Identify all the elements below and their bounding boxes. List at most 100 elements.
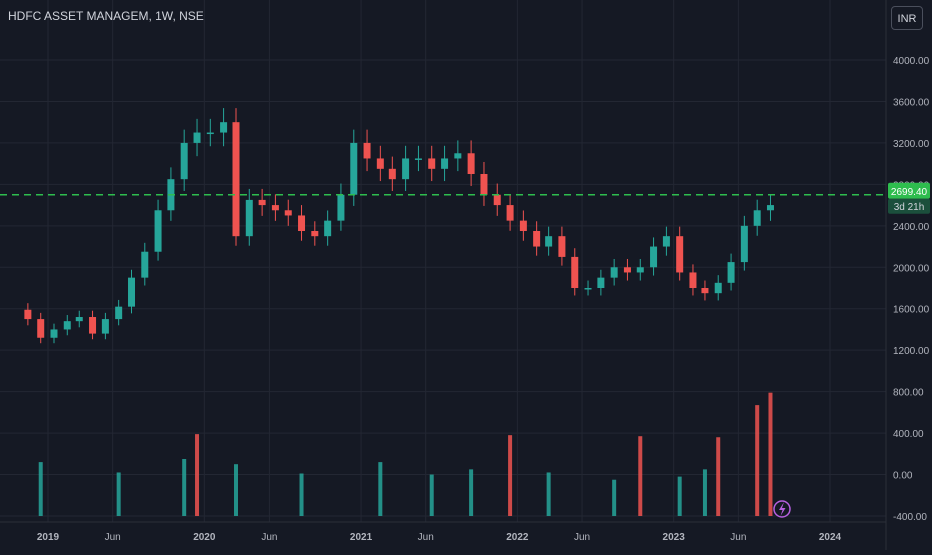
price-tick-label: 0.00 — [893, 471, 913, 482]
last-price-value: 2699.40 — [891, 187, 928, 198]
candle-body — [441, 158, 449, 169]
price-tick-label: 4000.00 — [893, 56, 930, 67]
currency-button[interactable]: INR — [891, 6, 923, 30]
candle-body — [193, 132, 201, 143]
price-tick-label: 3600.00 — [893, 97, 930, 108]
volume-bar — [299, 473, 304, 516]
candle-body — [220, 122, 228, 133]
candle-body — [636, 267, 644, 273]
candle-body — [414, 158, 422, 160]
candle-body — [101, 319, 109, 334]
flash-icon-glyph — [779, 502, 786, 516]
volume-bar — [546, 472, 551, 516]
candle-body — [128, 277, 136, 307]
price-tick-label: 3200.00 — [893, 139, 930, 150]
candle-body — [533, 231, 541, 247]
candle-body — [689, 272, 697, 288]
candle-body — [662, 236, 670, 247]
candle-body — [610, 267, 618, 278]
candle-body — [519, 220, 527, 231]
candle-body — [493, 194, 501, 206]
volume-bar — [768, 392, 773, 516]
candle-body — [271, 205, 279, 211]
price-tick-label: 1200.00 — [893, 346, 930, 357]
candle-body — [467, 153, 475, 174]
candle-body — [714, 282, 722, 294]
candle-body — [766, 205, 774, 211]
candle-body — [284, 210, 292, 216]
time-tick-label: Jun — [105, 532, 121, 543]
volume-bar — [612, 479, 617, 516]
time-tick-label: 2021 — [350, 532, 373, 543]
flash-icon — [773, 500, 791, 518]
candle-body — [75, 317, 83, 322]
time-tick-label: Jun — [574, 532, 590, 543]
volume-bar — [378, 462, 383, 516]
candle-body — [740, 225, 748, 263]
price-tick-label: 400.00 — [893, 429, 924, 440]
price-tick-label: 2000.00 — [893, 263, 930, 274]
volume-bar — [638, 436, 643, 516]
candle-body — [623, 267, 631, 273]
volume-bar — [38, 462, 43, 516]
candle-body — [180, 142, 188, 180]
candle-body — [258, 199, 266, 206]
candle-body — [115, 306, 123, 320]
candle-body — [753, 210, 761, 226]
candle-body — [428, 158, 436, 169]
time-tick-label: 2023 — [663, 532, 686, 543]
time-tick-label: Jun — [418, 532, 434, 543]
candle-body — [63, 321, 71, 330]
volume-bar — [429, 474, 434, 516]
candle-body — [727, 262, 735, 283]
candle-body — [324, 220, 332, 237]
candle-body — [311, 231, 319, 237]
volume-bar — [234, 464, 239, 516]
candle-body — [298, 215, 306, 231]
time-tick-label: 2024 — [819, 532, 842, 543]
candle-body — [571, 256, 579, 288]
time-tick-label: 2022 — [506, 532, 529, 543]
candle-body — [337, 194, 345, 221]
candle-body — [37, 319, 45, 338]
candle-body — [454, 153, 462, 159]
candle-body — [245, 199, 253, 237]
volume-bar — [195, 434, 200, 516]
volume-bar — [677, 476, 682, 516]
candle-body — [388, 168, 396, 180]
candle-body — [141, 251, 149, 278]
candle-body — [558, 236, 566, 257]
time-tick-label: 2019 — [37, 532, 60, 543]
volume-bar — [182, 459, 187, 516]
candle-body — [402, 158, 410, 180]
symbol-title: HDFC ASSET MANAGEM, 1W, NSE — [8, 9, 204, 23]
candle-body — [701, 288, 709, 294]
price-tick-label: 1600.00 — [893, 305, 930, 316]
last-price-badge — [888, 182, 930, 199]
candle-body — [24, 309, 32, 320]
candle-body — [376, 158, 384, 169]
price-tick-label: -400.00 — [893, 512, 927, 523]
time-tick-label: 2020 — [193, 532, 216, 543]
candle-body — [506, 205, 514, 221]
countdown-badge — [888, 198, 930, 214]
candle-body — [676, 236, 684, 273]
volume-bar — [755, 405, 760, 516]
volume-bar — [469, 469, 474, 516]
candle-body — [584, 288, 592, 290]
price-tick-label: 800.00 — [893, 388, 924, 399]
candle-body — [350, 142, 358, 195]
time-tick-label: Jun — [730, 532, 746, 543]
candle-body — [597, 277, 605, 288]
volume-bar — [508, 435, 513, 516]
volume-bar — [702, 469, 707, 516]
candle-body — [89, 317, 97, 334]
volume-bar — [116, 472, 121, 516]
candle-body — [50, 329, 58, 338]
countdown-value: 3d 21h — [894, 202, 925, 213]
time-tick-label: Jun — [261, 532, 277, 543]
candle-body — [480, 174, 488, 195]
candle-body — [154, 210, 162, 252]
